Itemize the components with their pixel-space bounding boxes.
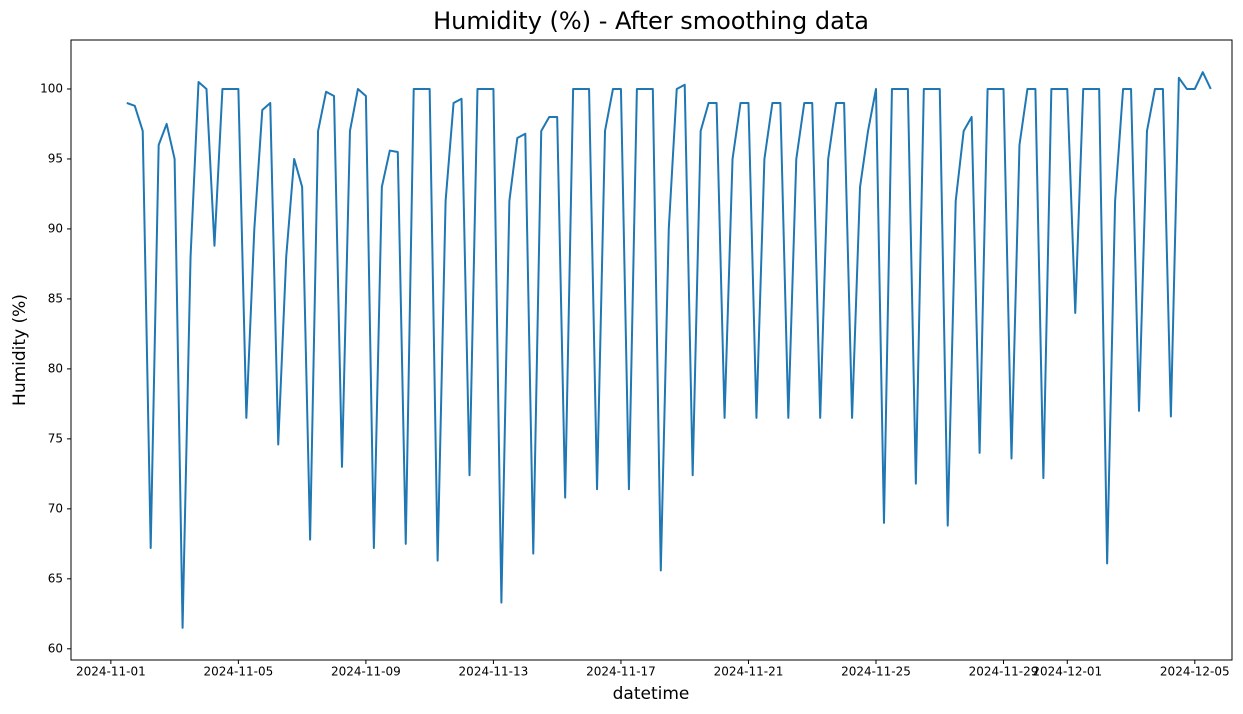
x-tick-label: 2024-11-17 bbox=[586, 665, 656, 679]
y-axis-label: Humidity (%) bbox=[10, 294, 30, 406]
x-tick-label: 2024-11-21 bbox=[714, 665, 784, 679]
y-tick-label: 80 bbox=[48, 361, 63, 375]
x-tick-label: 2024-11-13 bbox=[459, 665, 529, 679]
data-line bbox=[126, 71, 1212, 629]
x-tick-label: 2024-11-29 bbox=[969, 665, 1039, 679]
y-tick-label: 90 bbox=[48, 221, 63, 235]
x-tick-label: 2024-11-09 bbox=[331, 665, 401, 679]
x-tick-label: 2024-12-05 bbox=[1160, 665, 1230, 679]
x-tick-label: 2024-11-01 bbox=[76, 665, 146, 679]
plot-frame bbox=[70, 39, 1233, 661]
y-tick-label: 100 bbox=[40, 81, 63, 95]
y-tick-label: 70 bbox=[48, 501, 63, 515]
chart-title: Humidity (%) - After smoothing data bbox=[433, 7, 869, 35]
y-tick-label: 95 bbox=[48, 151, 63, 165]
y-tick-label: 85 bbox=[48, 291, 63, 305]
y-tick-label: 60 bbox=[48, 641, 63, 655]
y-tick-label: 75 bbox=[48, 431, 63, 445]
x-tick-label: 2024-11-25 bbox=[841, 665, 911, 679]
x-tick-label: 2024-12-01 bbox=[1032, 665, 1102, 679]
x-axis-label: datetime bbox=[613, 684, 690, 704]
y-tick-label: 65 bbox=[48, 571, 63, 585]
x-tick-label: 2024-11-05 bbox=[204, 665, 274, 679]
